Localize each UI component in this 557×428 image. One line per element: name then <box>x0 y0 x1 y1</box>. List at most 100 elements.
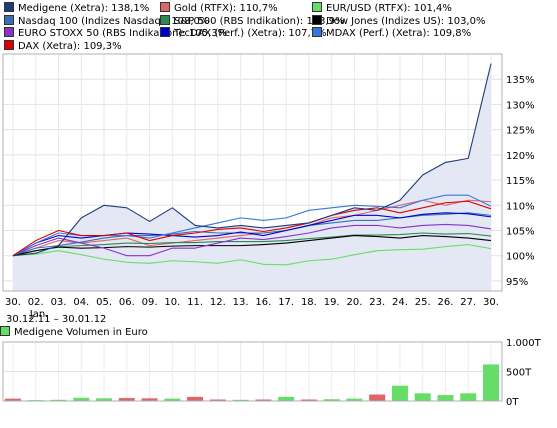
volume-bar <box>437 395 454 401</box>
legend-swatch <box>160 27 170 37</box>
legend-swatch <box>160 2 170 12</box>
legend-label: DAX (Xetra): 109,3% <box>18 40 122 52</box>
x-tick-label: 27. <box>460 297 476 308</box>
legend-item: Gold (RTFX): 110,7% <box>160 2 278 14</box>
x-tick-label: 30. <box>483 297 499 308</box>
volume-bar <box>414 393 431 401</box>
series-line <box>12 244 492 266</box>
x-tick-label: 30. <box>5 297 21 308</box>
x-tick-label: 25. <box>415 297 431 308</box>
x-tick-label: 20. <box>346 297 362 308</box>
legend-swatch <box>4 39 14 50</box>
series-line <box>12 212 492 257</box>
volume-bar <box>164 398 181 401</box>
date-range-label: 30.12.11 – 30.01.12 <box>6 314 106 325</box>
x-tick-label: 03. <box>51 297 67 308</box>
legend-item: MDAX (Perf.) (Xetra): 109,8% <box>312 27 471 39</box>
volume-bar <box>232 399 249 401</box>
volume-bar <box>255 399 272 401</box>
legend-label: EURO STOXX 50 (RBS Indikation): 105,3% <box>18 28 228 39</box>
y-tick-label: 0T <box>506 397 519 408</box>
x-tick-label: 24. <box>392 297 408 308</box>
legend-label: Nasdaq 100 (Indizes Nasdaq): 108,0% <box>18 15 210 27</box>
series-area <box>13 63 491 292</box>
legend-label: MDAX (Perf.) (Xetra): 109,8% <box>326 28 472 39</box>
volume-bar <box>5 398 21 401</box>
series-line <box>12 223 492 257</box>
x-tick-label: 06. <box>119 297 135 308</box>
x-tick-label: 16. <box>255 297 271 308</box>
legend-label: Gold (RTFX): 110,7% <box>174 3 278 14</box>
volume-chart: 0T 500T 1.000T <box>2 338 542 408</box>
series-line <box>12 200 492 257</box>
legend-swatch <box>4 2 14 12</box>
x-tick-label: 23. <box>369 297 385 308</box>
x-tick-label: 12. <box>210 297 226 308</box>
volume-bar <box>187 396 204 401</box>
x-tick-label: 04. <box>73 297 89 308</box>
volume-bar <box>96 398 113 401</box>
volume-bar <box>118 398 135 401</box>
legend-swatch <box>312 14 322 25</box>
legend-swatch <box>160 14 170 25</box>
legend-item: DAX (Xetra): 109,3% <box>4 39 122 52</box>
y-tick-label: 110% <box>506 201 535 212</box>
x-tick-label: 18. <box>301 297 317 308</box>
x-tick-label: 13. <box>233 297 249 308</box>
legend-item: Nasdaq 100 (Indizes Nasdaq): 108,0% <box>4 14 210 27</box>
y-tick-label: 135% <box>506 75 535 86</box>
volume-bar <box>50 399 67 401</box>
x-tick-label: 10. <box>164 297 180 308</box>
y-tick-label: 130% <box>506 100 535 111</box>
volume-bar <box>323 399 340 401</box>
volume-bar <box>300 399 317 401</box>
x-month-label: Jan. <box>29 309 49 320</box>
legend-swatch <box>4 14 14 25</box>
y-tick-label: 95% <box>506 277 528 288</box>
legend-label: Dow Jones (Indizes US): 103,0% <box>326 15 486 27</box>
y-tick-label: 1.000T <box>506 338 542 349</box>
x-tick-label: 09. <box>142 297 158 308</box>
y-tick-label: 100% <box>506 252 535 263</box>
volume-bar <box>391 385 408 401</box>
y-tick-label: 105% <box>506 226 535 237</box>
legend-swatch <box>4 27 14 37</box>
volume-title-text: Medigene Volumen in Euro <box>14 327 148 338</box>
x-tick-label: 11. <box>187 297 203 308</box>
legend-swatch <box>312 27 322 37</box>
legend-label: S&P 500 (RBS Indikation): 103,9% <box>174 15 345 27</box>
volume-bar <box>346 398 363 401</box>
legend-item: S&P 500 (RBS Indikation): 103,9% <box>160 14 345 27</box>
y-tick-label: 120% <box>506 151 535 162</box>
legend-item: EURO STOXX 50 (RBS Indikation): 105,3% <box>4 27 227 39</box>
y-tick-label: 125% <box>506 126 535 137</box>
legend-label: TecDAX (Perf.) (Xetra): 107,7% <box>174 28 327 39</box>
volume-plot-border <box>2 341 503 402</box>
series-line <box>12 63 492 257</box>
x-tick-label: 26. <box>438 297 454 308</box>
x-tick-label: 17. <box>278 297 294 308</box>
series-line <box>12 234 492 257</box>
chart-legend: Medigene (Xetra): 138,1% Gold (RTFX): 110… <box>0 0 557 52</box>
legend-label: Medigene (Xetra): 138,1% <box>18 3 150 14</box>
price-chart: 95% 100% 105% 110% 115% 120% 125% 130% 135% 30. 02… <box>2 53 535 325</box>
legend-item: EUR/USD (RTFX): 101,4% <box>312 2 452 14</box>
legend-item: Dow Jones (Indizes US): 103,0% <box>312 14 486 27</box>
volume-bar <box>483 364 499 401</box>
volume-bar <box>278 396 295 401</box>
volume-bar <box>369 394 386 401</box>
x-tick-label: 02. <box>28 297 44 308</box>
volume-chart-title: Medigene Volumen in Euro <box>0 326 148 338</box>
legend-swatch <box>312 2 322 12</box>
x-tick-label: 05. <box>96 297 112 308</box>
volume-bar <box>209 399 226 401</box>
plot-border <box>2 53 503 292</box>
volume-legend-swatch <box>0 326 10 336</box>
x-tick-label: 19. <box>324 297 340 308</box>
y-tick-label: 115% <box>506 176 535 187</box>
volume-bar <box>141 398 158 401</box>
legend-item: TecDAX (Perf.) (Xetra): 107,7% <box>160 27 327 39</box>
volume-bar <box>460 393 477 401</box>
volume-bar <box>73 397 90 401</box>
legend-item: Medigene (Xetra): 138,1% <box>4 2 149 14</box>
